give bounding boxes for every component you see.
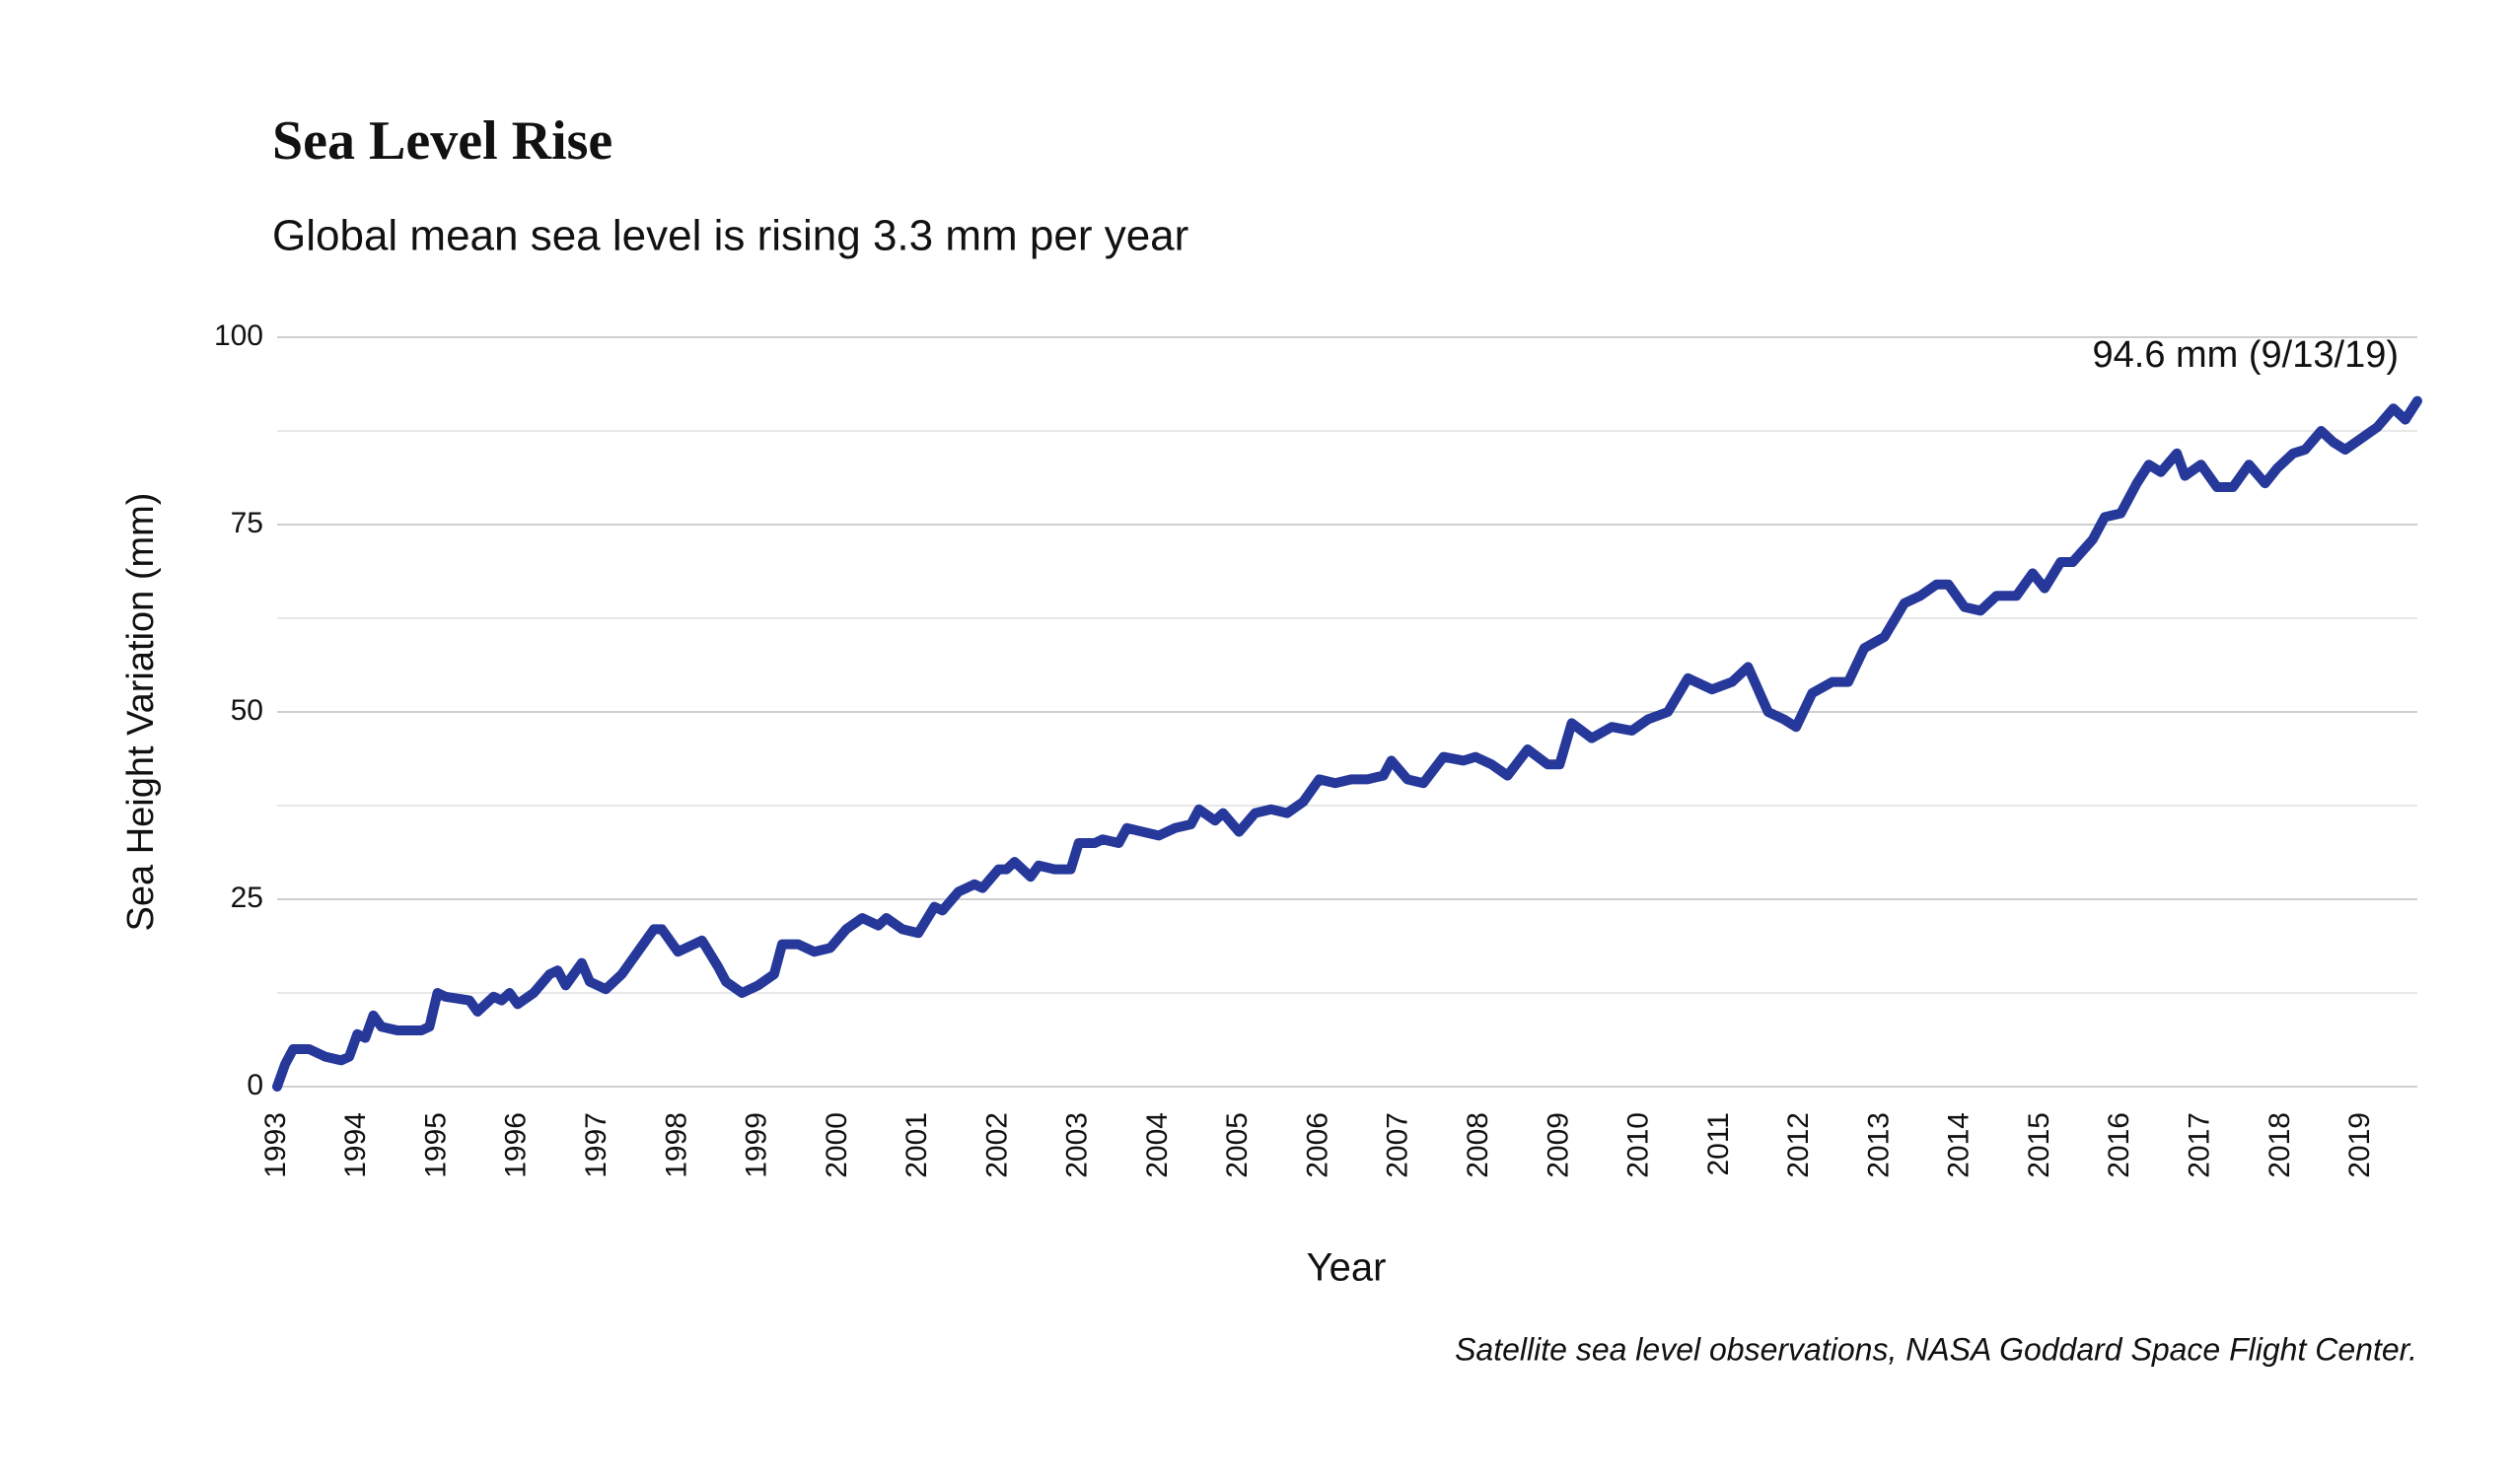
x-axis-label: Year	[1307, 1246, 1387, 1290]
x-tick-label: 2014	[1943, 1112, 1976, 1178]
x-tick-label: 2016	[2103, 1112, 2135, 1178]
x-tick-label: 1998	[660, 1112, 692, 1178]
x-tick-label: 1997	[580, 1112, 612, 1178]
y-tick-label: 100	[214, 319, 263, 352]
x-tick-label: 2003	[1061, 1112, 1094, 1178]
x-tick-label: 2015	[2023, 1112, 2055, 1178]
y-tick-label: 25	[231, 882, 263, 914]
chart-title: Sea Level Rise	[272, 110, 612, 172]
x-tick-label: 2006	[1301, 1112, 1333, 1178]
x-tick-label: 2007	[1382, 1112, 1414, 1178]
x-tick-label: 2005	[1221, 1112, 1254, 1178]
x-tick-label: 2009	[1542, 1112, 1574, 1178]
x-tick-label: 2004	[1141, 1112, 1174, 1178]
source-note: Satellite sea level observations, NASA G…	[1455, 1331, 2417, 1367]
x-tick-label: 2011	[1702, 1112, 1735, 1176]
x-tick-label: 2019	[2343, 1112, 2376, 1178]
y-tick-label: 0	[247, 1069, 263, 1101]
y-tick-label: 75	[231, 507, 263, 539]
x-tick-label: 1993	[259, 1112, 292, 1178]
x-tick-label: 2002	[980, 1112, 1013, 1178]
annotation: 94.6 mm (9/13/19)	[2093, 334, 2399, 376]
x-tick-label: 1995	[419, 1112, 452, 1178]
x-tick-label: 2018	[2264, 1112, 2296, 1178]
x-tick-label: 2008	[1462, 1112, 1494, 1178]
x-tick-label: 2012	[1782, 1112, 1815, 1178]
x-tick-label: 1999	[741, 1112, 773, 1178]
x-tick-label: 2000	[821, 1112, 853, 1178]
x-tick-label: 1996	[500, 1112, 533, 1178]
y-axis-label: Sea Height Variation (mm)	[120, 493, 162, 932]
data-line	[272, 395, 2422, 1092]
x-tick-label: 2001	[900, 1112, 933, 1178]
x-tick-label: 2013	[1862, 1112, 1895, 1178]
x-tick-label: 2017	[2183, 1112, 2215, 1178]
x-tick-label: 2010	[1622, 1112, 1655, 1178]
chart-subtitle: Global mean sea level is rising 3.3 mm p…	[272, 212, 1188, 260]
y-tick-label: 50	[231, 694, 263, 727]
x-tick-label: 1994	[339, 1112, 372, 1178]
